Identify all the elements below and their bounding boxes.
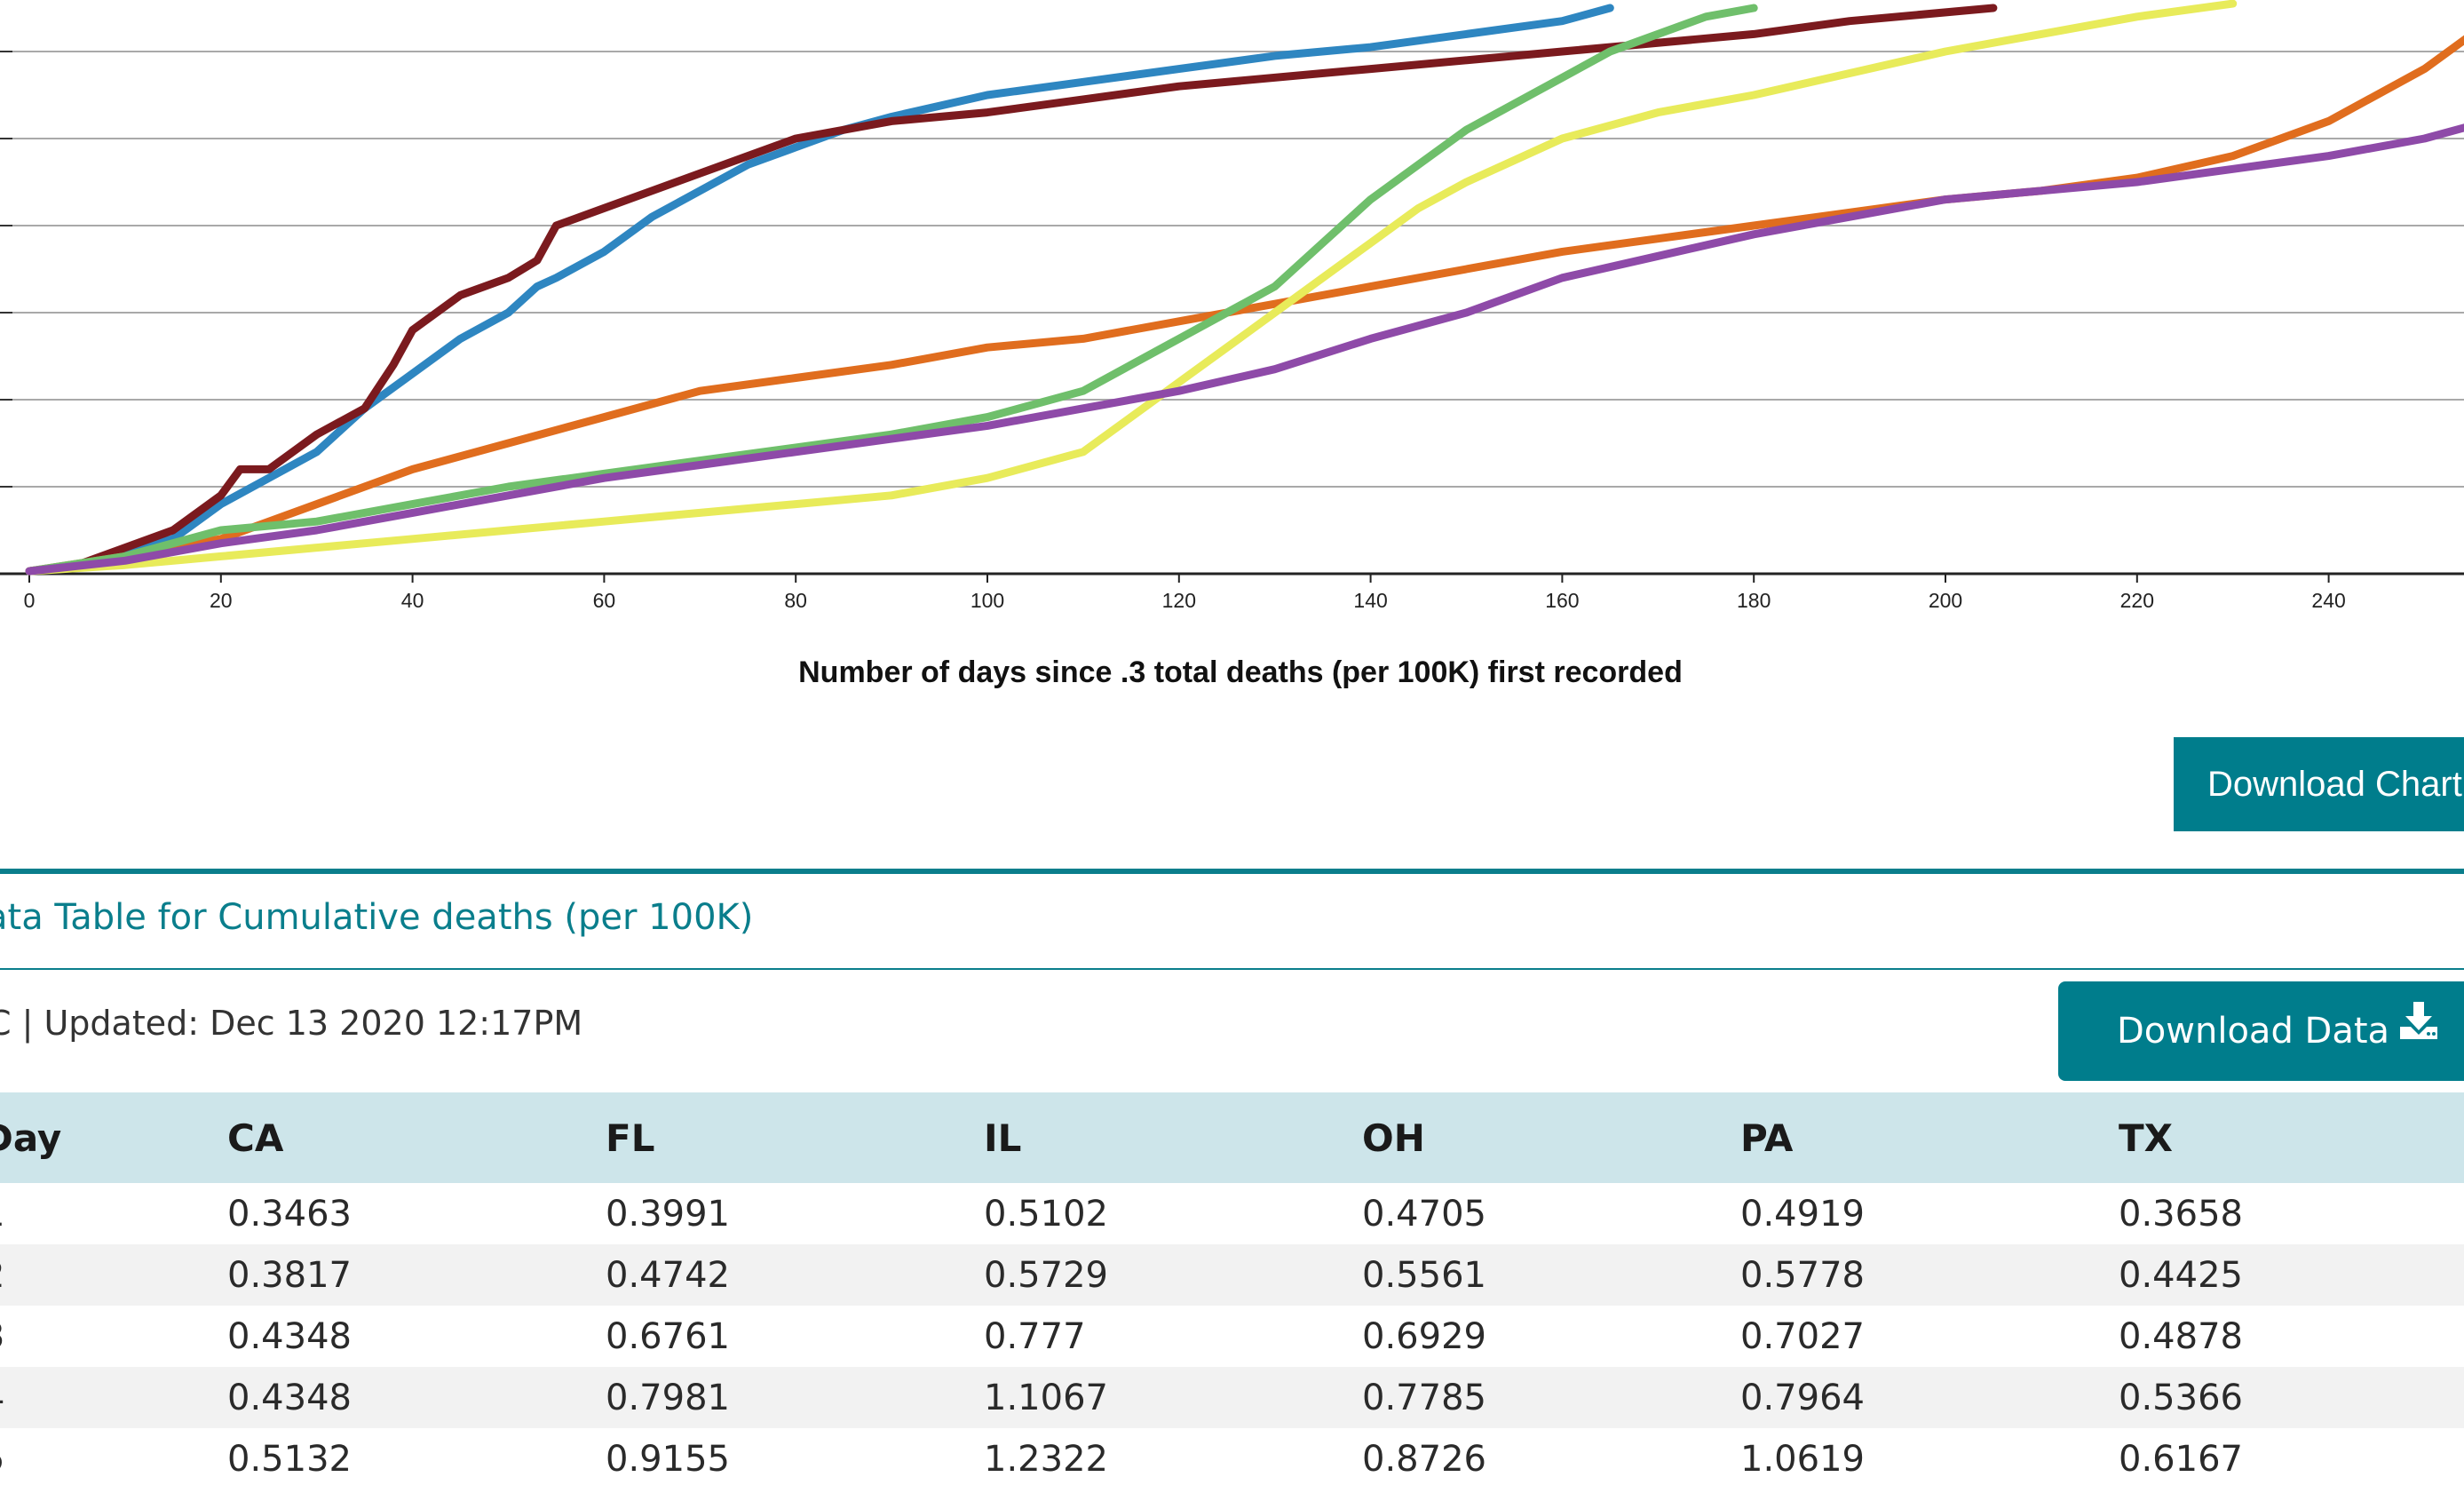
table-cell-ca: 0.3463 bbox=[227, 1183, 606, 1244]
series-line-6 bbox=[25, 123, 2464, 576]
download-chart-button[interactable]: Download Chart bbox=[2174, 737, 2464, 831]
table-cell-day: 2 bbox=[0, 1244, 227, 1306]
column-header-day[interactable]: Day bbox=[0, 1092, 227, 1183]
x-tick-label-60: 60 bbox=[593, 589, 616, 612]
table-cell-ca: 0.3817 bbox=[227, 1244, 606, 1306]
table-cell-ca: 0.4348 bbox=[227, 1306, 606, 1367]
series-line-1 bbox=[25, 4, 1614, 576]
data-table: DayCAFLILOHPATX 10.34630.39910.51020.470… bbox=[0, 1092, 2464, 1489]
x-tick-label-80: 80 bbox=[784, 589, 807, 612]
download-data-button[interactable]: Download Data bbox=[2058, 981, 2464, 1081]
download-icon bbox=[2398, 981, 2439, 1079]
table-cell-day: 4 bbox=[0, 1367, 227, 1428]
table-cell-il: 0.777 bbox=[984, 1306, 1362, 1367]
table-cell-fl: 0.7981 bbox=[606, 1367, 984, 1428]
table-cell-oh: 0.4705 bbox=[1362, 1183, 1740, 1244]
series-line-5 bbox=[25, 0, 2238, 576]
updated-timestamp: C | Updated: Dec 13 2020 12:17PM bbox=[0, 1004, 583, 1043]
table-cell-tx: 0.5366 bbox=[2119, 1367, 2464, 1428]
series-line-2 bbox=[25, 4, 1998, 576]
x-tick-label-220: 220 bbox=[2120, 589, 2154, 612]
x-tick-label-160: 160 bbox=[1545, 589, 1579, 612]
data-table-title: ata Table for Cumulative deaths (per 100… bbox=[0, 897, 754, 938]
table-cell-fl: 0.6761 bbox=[606, 1306, 984, 1367]
column-header-pa[interactable]: PA bbox=[1740, 1092, 2119, 1183]
table-cell-oh: 0.7785 bbox=[1362, 1367, 1740, 1428]
table-cell-tx: 0.3658 bbox=[2119, 1183, 2464, 1244]
table-cell-il: 1.2322 bbox=[984, 1428, 1362, 1489]
table-cell-pa: 1.0619 bbox=[1740, 1428, 2119, 1489]
section-divider-top bbox=[0, 869, 2464, 874]
table-cell-tx: 0.4425 bbox=[2119, 1244, 2464, 1306]
table-cell-oh: 0.5561 bbox=[1362, 1244, 1740, 1306]
table-cell-pa: 0.5778 bbox=[1740, 1244, 2119, 1306]
table-cell-il: 0.5729 bbox=[984, 1244, 1362, 1306]
x-tick-label-100: 100 bbox=[971, 589, 1004, 612]
series-lines bbox=[25, 0, 2464, 576]
table-cell-pa: 0.4919 bbox=[1740, 1183, 2119, 1244]
table-header-row: DayCAFLILOHPATX bbox=[0, 1092, 2464, 1183]
x-tick-label-120: 120 bbox=[1162, 589, 1196, 612]
table-body: 10.34630.39910.51020.47050.49190.365820.… bbox=[0, 1183, 2464, 1489]
series-line-4 bbox=[25, 4, 1758, 576]
x-axis-label: Number of days since .3 total deaths (pe… bbox=[798, 655, 1683, 689]
x-tick-label-20: 20 bbox=[210, 589, 233, 612]
x-tick-label-40: 40 bbox=[401, 589, 424, 612]
column-header-ca[interactable]: CA bbox=[227, 1092, 606, 1183]
cumulative-deaths-chart: 0 20 40 60 80 100 120 140 160 180 200 220 240 Number… bbox=[0, 0, 2464, 728]
column-header-oh[interactable]: OH bbox=[1362, 1092, 1740, 1183]
section-divider-bottom bbox=[0, 968, 2464, 970]
table-cell-pa: 0.7964 bbox=[1740, 1367, 2119, 1428]
table-cell-tx: 0.4878 bbox=[2119, 1306, 2464, 1367]
table-cell-day: 1 bbox=[0, 1183, 227, 1244]
column-header-tx[interactable]: TX bbox=[2119, 1092, 2464, 1183]
table-cell-day: 3 bbox=[0, 1306, 227, 1367]
line-chart-svg: 0 20 40 60 80 100 120 140 160 180 200 220 240 Number… bbox=[0, 0, 2464, 689]
table-cell-oh: 0.6929 bbox=[1362, 1306, 1740, 1367]
table-cell-oh: 0.8726 bbox=[1362, 1428, 1740, 1489]
x-tick-label-0: 0 bbox=[24, 589, 36, 612]
gridlines bbox=[0, 51, 2464, 488]
table-cell-il: 1.1067 bbox=[984, 1367, 1362, 1428]
table-cell-fl: 0.3991 bbox=[606, 1183, 984, 1244]
x-tick-label-180: 180 bbox=[1737, 589, 1771, 612]
table-cell-tx: 0.6167 bbox=[2119, 1428, 2464, 1489]
table-cell-il: 0.5102 bbox=[984, 1183, 1362, 1244]
download-data-label: Download Data bbox=[2117, 1011, 2390, 1052]
x-axis: 0 20 40 60 80 100 120 140 160 180 200 220 240 bbox=[0, 572, 2464, 612]
x-tick-label-140: 140 bbox=[1353, 589, 1387, 612]
x-tick-label-240: 240 bbox=[2311, 589, 2345, 612]
column-header-il[interactable]: IL bbox=[984, 1092, 1362, 1183]
table-cell-ca: 0.4348 bbox=[227, 1367, 606, 1428]
table-cell-fl: 0.4742 bbox=[606, 1244, 984, 1306]
table-cell-ca: 0.5132 bbox=[227, 1428, 606, 1489]
table-cell-day: 5 bbox=[0, 1428, 227, 1489]
table-cell-pa: 0.7027 bbox=[1740, 1306, 2119, 1367]
column-header-fl[interactable]: FL bbox=[606, 1092, 984, 1183]
x-tick-label-200: 200 bbox=[1929, 589, 1962, 612]
table-cell-fl: 0.9155 bbox=[606, 1428, 984, 1489]
